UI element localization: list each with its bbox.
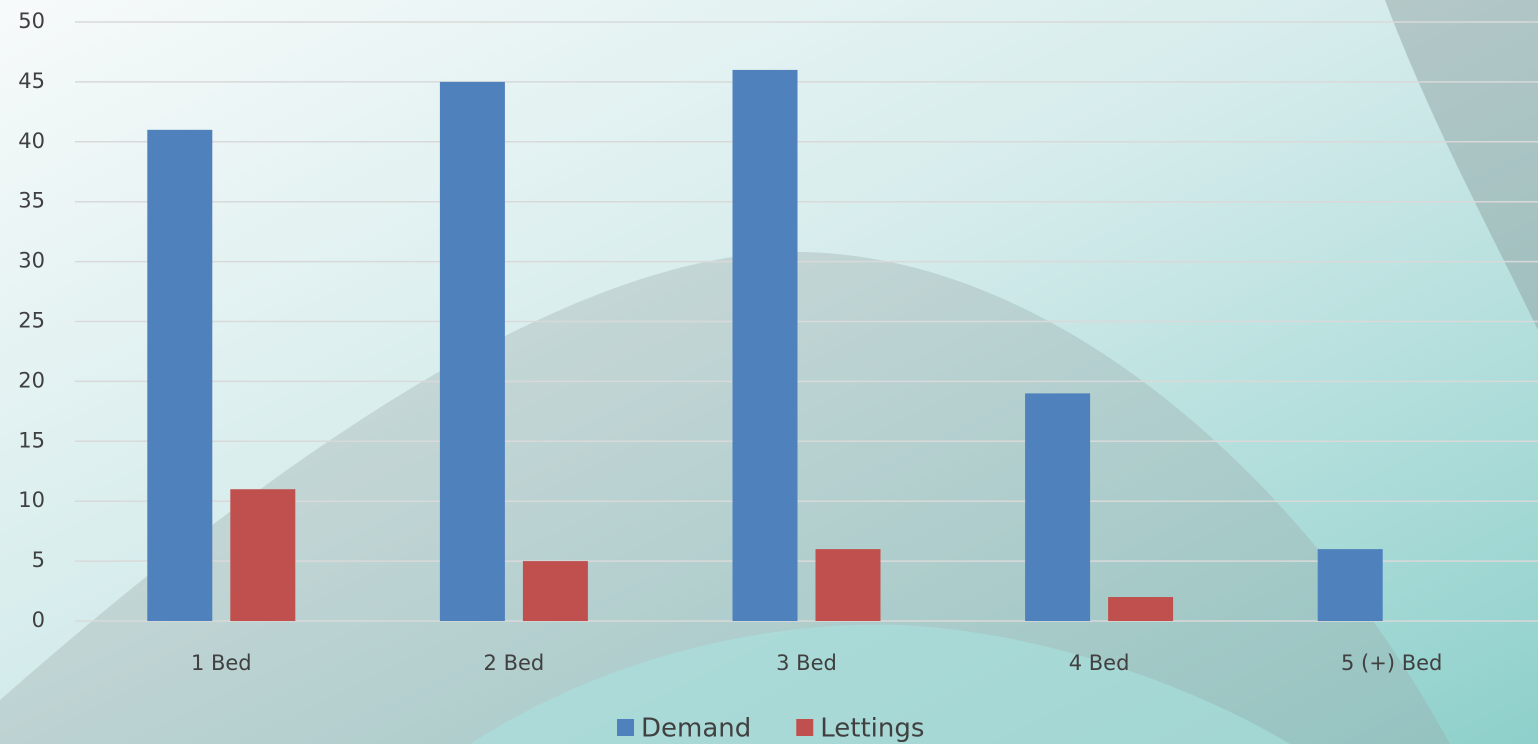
bar xyxy=(1317,549,1383,621)
y-tick-label: 10 xyxy=(18,488,45,512)
x-tick-label: 5 (+) Bed xyxy=(1341,651,1442,675)
x-tick-label: 3 Bed xyxy=(776,651,837,675)
y-tick-label: 5 xyxy=(32,548,45,572)
x-tick-label: 1 Bed xyxy=(191,651,252,675)
y-tick-label: 35 xyxy=(18,189,45,213)
y-tick-label: 40 xyxy=(18,129,45,153)
y-tick-label: 25 xyxy=(18,309,45,333)
x-tick-label: 4 Bed xyxy=(1069,651,1130,675)
legend-swatch xyxy=(796,719,814,736)
background-shape xyxy=(470,624,1290,744)
bar xyxy=(1108,597,1174,621)
legend-swatch xyxy=(617,719,634,736)
bar xyxy=(147,129,213,621)
y-tick-label: 30 xyxy=(18,249,45,273)
y-tick-label: 0 xyxy=(32,608,45,632)
legend-label: Demand xyxy=(641,714,751,744)
bar xyxy=(815,549,881,621)
bar xyxy=(439,81,505,621)
bar xyxy=(522,561,588,621)
y-tick-label: 50 xyxy=(18,9,45,33)
bar xyxy=(1025,393,1091,621)
bar xyxy=(230,489,296,621)
x-tick-label: 2 Bed xyxy=(484,651,545,675)
bar xyxy=(732,69,798,622)
y-tick-label: 20 xyxy=(18,368,45,392)
legend-label: Lettings xyxy=(820,714,924,744)
y-tick-label: 45 xyxy=(18,69,45,93)
y-tick-label: 15 xyxy=(18,428,45,452)
